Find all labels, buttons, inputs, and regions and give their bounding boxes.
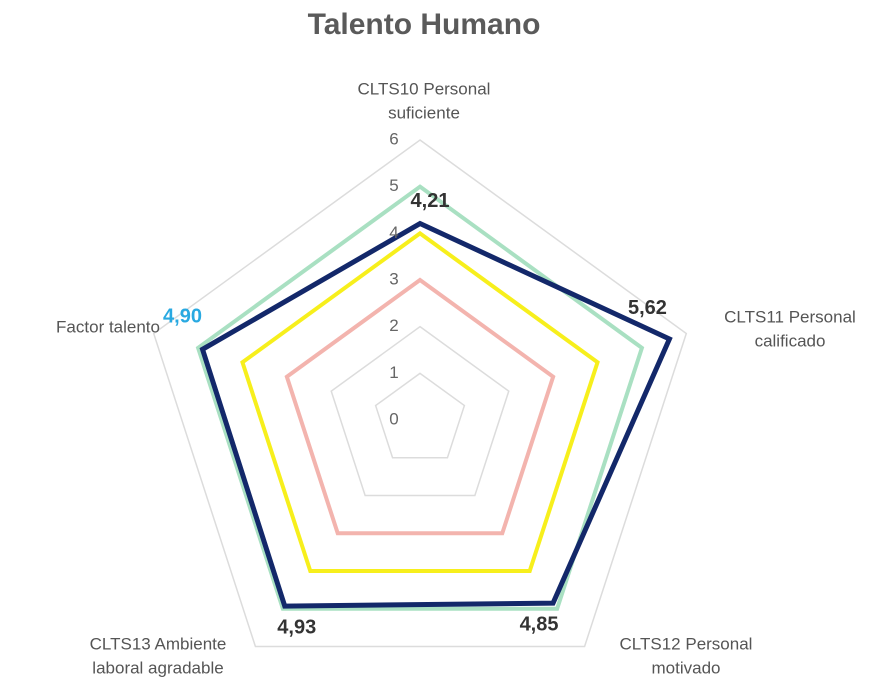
- category-label: CLTS11 Personal: [724, 307, 856, 326]
- chart-title: Talento Humano: [308, 8, 541, 41]
- category-label: CLTS12 Personal: [620, 634, 753, 653]
- tick-label: 6: [389, 129, 398, 148]
- category-label: Factor talento: [56, 317, 160, 336]
- data-label: 4,21: [411, 190, 450, 212]
- tick-label: 0: [389, 409, 398, 428]
- series-line: [199, 220, 673, 609]
- data-label: 4,93: [277, 616, 316, 638]
- data-label: 5,62: [628, 297, 667, 319]
- tick-label: 4: [389, 223, 398, 242]
- tick-label: 3: [389, 269, 398, 288]
- data-label: 4,85: [520, 613, 559, 635]
- category-label: CLTS10 Personal: [358, 79, 491, 98]
- tick-label: 1: [389, 363, 398, 382]
- category-label: suficiente: [388, 103, 460, 122]
- tick-label: 5: [389, 176, 398, 195]
- grid-line: [374, 372, 466, 459]
- series-line: [240, 230, 600, 574]
- series-line: [195, 184, 645, 611]
- grid-line: [330, 325, 510, 497]
- category-label: calificado: [755, 331, 826, 350]
- grid-line: [152, 139, 688, 648]
- data-label: 4,90: [163, 306, 202, 328]
- category-label: laboral agradable: [92, 658, 223, 677]
- category-label: motivado: [652, 658, 721, 677]
- tick-label: 2: [389, 316, 398, 335]
- series-line: [284, 277, 556, 536]
- category-label: CLTS13 Ambiente: [90, 634, 227, 653]
